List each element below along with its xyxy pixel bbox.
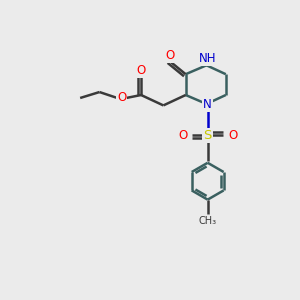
Text: CH₃: CH₃ <box>199 216 217 226</box>
Text: O: O <box>136 64 146 77</box>
Text: NH: NH <box>199 52 217 65</box>
Text: O: O <box>165 49 175 62</box>
Text: N: N <box>203 98 212 111</box>
Text: O: O <box>228 129 237 142</box>
Text: O: O <box>117 92 126 104</box>
Text: O: O <box>178 129 187 142</box>
Text: S: S <box>203 129 212 142</box>
